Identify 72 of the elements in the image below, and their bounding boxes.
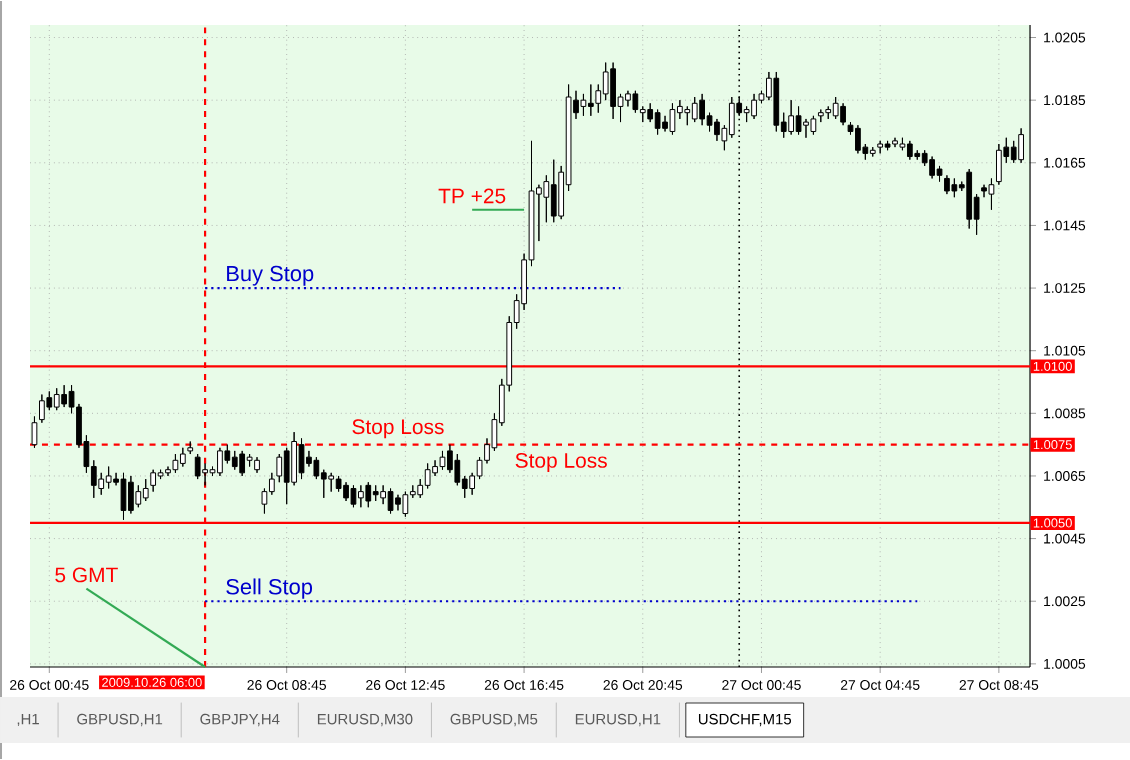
candlestick	[179, 447, 186, 468]
candlestick	[61, 384, 68, 408]
candlestick	[817, 109, 824, 123]
candlestick	[995, 143, 1002, 186]
candlestick	[944, 174, 950, 195]
candlestick	[150, 469, 157, 493]
candlestick	[187, 441, 194, 455]
candlestick	[239, 450, 246, 477]
candlestick	[254, 456, 260, 474]
candlestick	[684, 105, 691, 126]
annotation: Stop Loss	[515, 453, 607, 472]
candlestick	[788, 99, 795, 136]
candlestick	[194, 453, 201, 480]
candlestick	[795, 105, 802, 136]
candlestick	[869, 146, 876, 158]
candlestick	[580, 93, 587, 117]
annotation: 5 GMT	[55, 567, 118, 583]
candlestick	[335, 475, 342, 493]
candlestick	[691, 96, 698, 123]
candlestick	[372, 484, 379, 502]
candlestick	[1018, 127, 1024, 164]
candlestick	[773, 71, 780, 132]
candlestick	[105, 466, 112, 489]
series-label: Buy Stop	[227, 265, 314, 286]
candlestick	[172, 453, 179, 474]
candlestick	[610, 62, 616, 120]
candlestick	[587, 84, 594, 117]
candlestick	[855, 124, 861, 154]
candlestick	[202, 462, 208, 486]
candlestick	[840, 102, 846, 126]
candlestick	[128, 475, 134, 515]
candlestick	[39, 394, 45, 424]
candlestick	[832, 96, 839, 120]
annotation: TP +25	[438, 188, 506, 204]
annotation: Stop Loss	[352, 419, 444, 439]
candlestick	[53, 387, 60, 411]
candlestick	[825, 105, 832, 120]
candlestick	[929, 156, 935, 179]
candlestick	[387, 487, 394, 515]
candlestick	[714, 118, 720, 142]
candlestick	[350, 484, 357, 508]
candlestick	[298, 437, 305, 480]
candlestick	[751, 93, 757, 120]
candlestick	[343, 481, 349, 502]
candlestick	[988, 177, 995, 211]
candlestick	[246, 453, 253, 468]
candlestick	[914, 149, 921, 161]
candlestick	[810, 115, 817, 136]
candlestick	[439, 450, 446, 471]
series-label: Sell Stop	[226, 578, 313, 599]
candlestick	[906, 140, 913, 161]
candlestick	[966, 168, 973, 230]
candlestick	[654, 109, 661, 136]
candlestick	[550, 159, 557, 223]
candlestick	[632, 90, 639, 114]
candlestick	[669, 102, 676, 136]
candlestick	[328, 472, 335, 493]
candlestick	[395, 494, 401, 511]
candlestick	[231, 450, 238, 471]
candlestick	[120, 472, 127, 521]
candlestick	[884, 140, 891, 151]
candlestick	[142, 478, 149, 502]
candlestick	[135, 484, 142, 508]
candlestick	[699, 93, 705, 126]
candlestick	[402, 491, 409, 518]
candlestick	[217, 447, 223, 477]
candlestick	[877, 140, 884, 154]
candlestick	[951, 177, 958, 198]
candlestick	[358, 484, 364, 508]
candlestick	[892, 137, 898, 148]
candlestick	[365, 481, 372, 508]
candlestick	[31, 415, 38, 449]
